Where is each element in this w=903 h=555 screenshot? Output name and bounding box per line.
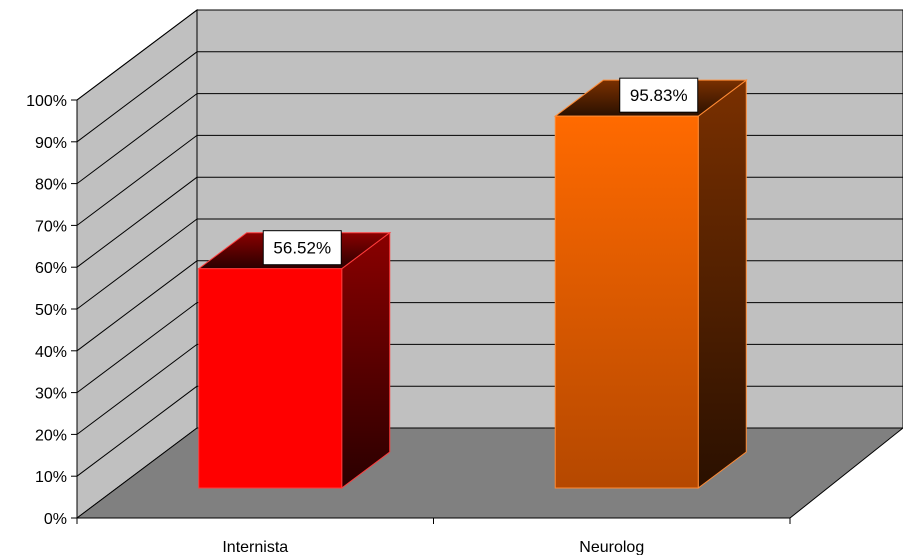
x-tick-label: Internista	[222, 539, 288, 555]
gridline-side	[76, 260, 198, 352]
data-label-text: 56.52%	[273, 239, 331, 258]
bars	[197, 79, 748, 489]
bar-side	[697, 79, 747, 489]
y-tick-label: 40%	[35, 344, 67, 361]
y-tick-label: 0%	[44, 511, 67, 528]
data-labels: 56.52% 95.83%	[262, 77, 699, 266]
data-label: 56.52%	[262, 230, 342, 266]
bar-internista	[197, 231, 392, 489]
data-label-box	[262, 230, 342, 266]
y-tick-label: 30%	[35, 386, 67, 403]
gridline-side	[76, 176, 198, 268]
gridline-side	[76, 302, 198, 394]
y-tick-label: 70%	[35, 218, 67, 235]
gridline-side	[76, 385, 198, 477]
bar-neurolog	[553, 79, 748, 489]
x-tick-label: Neurolog	[579, 539, 644, 555]
y-tick-label: 80%	[35, 177, 67, 194]
gridline-side	[76, 218, 198, 310]
y-tick-label: 60%	[35, 260, 67, 277]
bar-front	[554, 115, 699, 489]
y-axis: 0% 10% 20% 30% 40% 50% 60% 70% 80% 90% 100%	[26, 93, 78, 528]
y-tick-label: 90%	[35, 135, 67, 152]
x-axis: Internista Neurolog	[76, 517, 791, 555]
y-tick-label: 50%	[35, 302, 67, 319]
gridline-side	[76, 9, 198, 101]
y-tick-label: 20%	[35, 427, 67, 444]
data-label: 95.83%	[619, 77, 699, 113]
gridline-side	[76, 343, 198, 435]
data-label-text: 95.83%	[630, 86, 688, 105]
bar-front	[198, 268, 343, 489]
y-tick-label: 10%	[35, 469, 67, 486]
bar-side	[341, 231, 391, 489]
gridline-side	[76, 134, 198, 226]
y-tick-label: 100%	[26, 93, 67, 110]
data-label-box	[619, 77, 699, 113]
gridline-side	[76, 93, 198, 185]
gridline-side	[76, 51, 198, 143]
